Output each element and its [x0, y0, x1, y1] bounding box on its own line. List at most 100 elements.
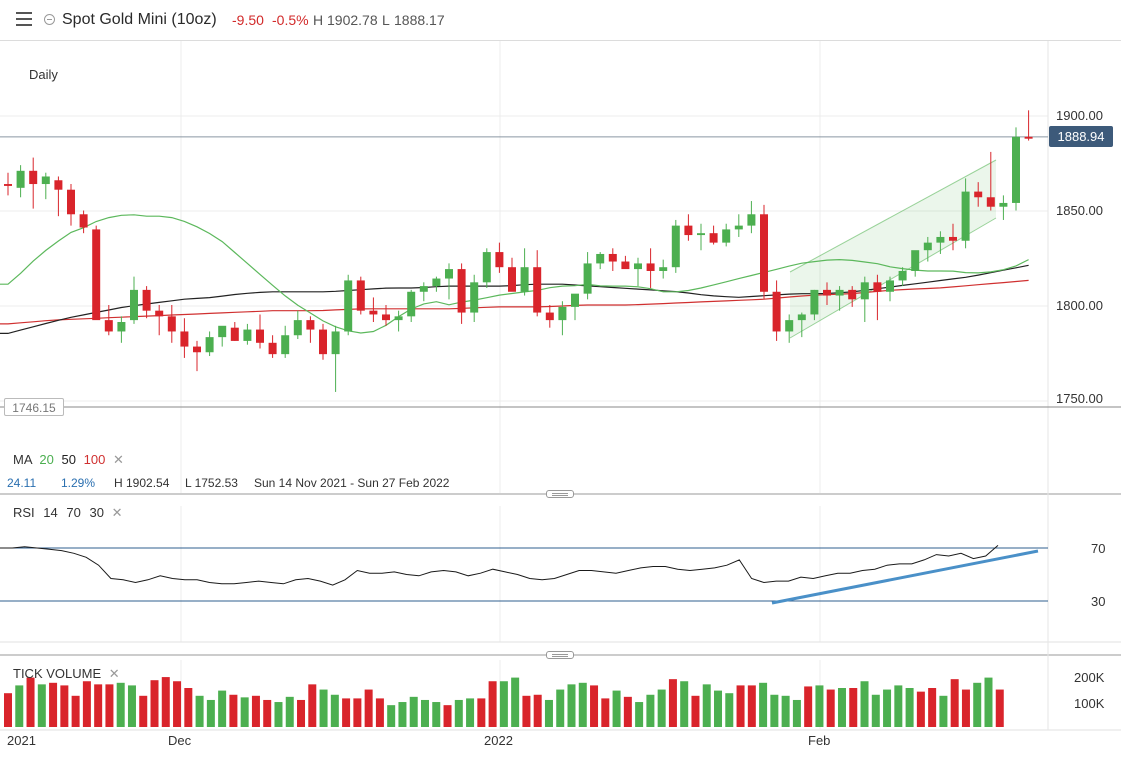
- volume-bar: [49, 682, 58, 727]
- ma-legend[interactable]: MA 20 50 100 ✕: [13, 452, 124, 468]
- volume-bar: [263, 699, 272, 727]
- last-price-badge: 1888.94: [1049, 126, 1113, 147]
- volume-bar: [15, 685, 24, 727]
- high-label: H: [313, 12, 324, 28]
- volume-bar: [477, 698, 486, 727]
- rsi-lower: 30: [89, 505, 104, 520]
- candle-body: [432, 278, 441, 287]
- collapse-icon[interactable]: [44, 14, 55, 25]
- candle-body: [130, 289, 138, 321]
- x-label-dec: Dec: [168, 733, 192, 748]
- rsi-legend[interactable]: RSI 14 70 30 ✕: [13, 505, 122, 521]
- volume-bar: [770, 694, 779, 727]
- volume-bar: [961, 689, 970, 727]
- candle-body: [306, 320, 315, 330]
- volume-bar: [206, 699, 215, 727]
- stat-range: 24.11: [7, 476, 37, 490]
- candle-body: [4, 184, 12, 186]
- candle-body: [974, 191, 983, 198]
- candle-body: [256, 329, 264, 343]
- ma-100-label: 100: [83, 452, 106, 467]
- panel-resize-handle-volume[interactable]: [546, 651, 574, 659]
- volume-bar: [26, 677, 35, 727]
- y-tick-1800: 1800.00: [1056, 298, 1103, 313]
- candle-body: [230, 327, 239, 341]
- candle-body: [1024, 136, 1033, 139]
- rsi-remove-icon[interactable]: ✕: [111, 505, 123, 520]
- volume-bar: [894, 685, 903, 727]
- candle-body: [482, 252, 491, 283]
- volume-bar: [725, 693, 734, 727]
- ma-remove-icon[interactable]: ✕: [112, 452, 124, 467]
- volume-bar: [60, 685, 69, 727]
- volume-bar: [657, 689, 666, 727]
- volume-bar: [127, 685, 136, 727]
- candle-body: [558, 306, 567, 321]
- rsi-tick-70: 70: [1091, 541, 1106, 556]
- candle-body: [571, 293, 579, 307]
- stat-low: L 1752.53: [185, 476, 238, 490]
- candle-body: [394, 316, 403, 321]
- candle-body: [495, 252, 504, 268]
- candle-body: [961, 191, 970, 241]
- candle-body: [193, 346, 201, 353]
- volume-bar: [646, 694, 655, 727]
- volume-bar: [984, 677, 993, 727]
- volume-bar: [285, 696, 294, 727]
- volume-bar: [590, 685, 599, 727]
- volume-bar: [578, 682, 587, 727]
- candle-body: [54, 180, 63, 190]
- volume-bar: [804, 686, 813, 727]
- volume-bar: [432, 702, 441, 727]
- header-bar: Spot Gold Mini (10oz) -9.50 -0.5% H 1902…: [0, 0, 1121, 41]
- volume-tick-100k: 100K: [1074, 696, 1105, 711]
- candle-body: [344, 280, 353, 332]
- candle-body: [722, 229, 731, 243]
- volume-bar: [680, 681, 689, 727]
- volume-bar: [420, 699, 429, 727]
- panel-resize-handle-rsi[interactable]: [546, 490, 574, 498]
- low-label: L: [382, 12, 390, 28]
- candle-body: [621, 261, 630, 270]
- price-change: -9.50: [232, 12, 264, 28]
- volume-bar: [319, 689, 328, 727]
- volume-bar: [826, 689, 835, 727]
- candle-body: [596, 253, 605, 264]
- volume-bar: [184, 688, 193, 727]
- volume-remove-icon[interactable]: ✕: [108, 666, 120, 681]
- volume-bar: [82, 681, 91, 727]
- menu-icon[interactable]: [16, 12, 32, 26]
- candle-body: [382, 314, 390, 321]
- ma-100-line: [0, 279, 1029, 325]
- volume-bar: [928, 688, 937, 727]
- stat-range-percent: 1.29%: [61, 476, 96, 490]
- candle-body: [369, 310, 378, 315]
- volume-bar: [747, 685, 756, 727]
- volume-legend-label: TICK VOLUME: [13, 666, 102, 681]
- volume-bar: [173, 681, 182, 727]
- candle-body: [268, 342, 277, 355]
- low-value: 1888.17: [394, 12, 445, 28]
- volume-bar: [973, 682, 982, 727]
- volume-bar: [330, 694, 339, 727]
- candle-body: [873, 282, 882, 292]
- rsi-tick-30: 30: [1091, 594, 1106, 609]
- volume-legend[interactable]: TICK VOLUME ✕: [13, 666, 120, 682]
- candle-body: [785, 320, 794, 332]
- period-label[interactable]: Daily: [29, 67, 58, 82]
- candle-body: [104, 320, 113, 332]
- candle-body: [671, 225, 680, 268]
- volume-bar: [567, 684, 576, 727]
- volume-bar: [488, 681, 497, 727]
- candle-body: [583, 263, 592, 294]
- min-price-marker: 1746.15: [4, 398, 64, 416]
- volume-bar: [195, 695, 204, 727]
- candle-body: [142, 289, 151, 311]
- volume-bar: [443, 705, 452, 727]
- x-label-feb: Feb: [808, 733, 831, 748]
- candle-body: [545, 312, 554, 321]
- volume-bar: [218, 690, 227, 727]
- instrument-title[interactable]: Spot Gold Mini (10oz): [62, 11, 217, 28]
- ma-legend-label: MA: [13, 452, 32, 467]
